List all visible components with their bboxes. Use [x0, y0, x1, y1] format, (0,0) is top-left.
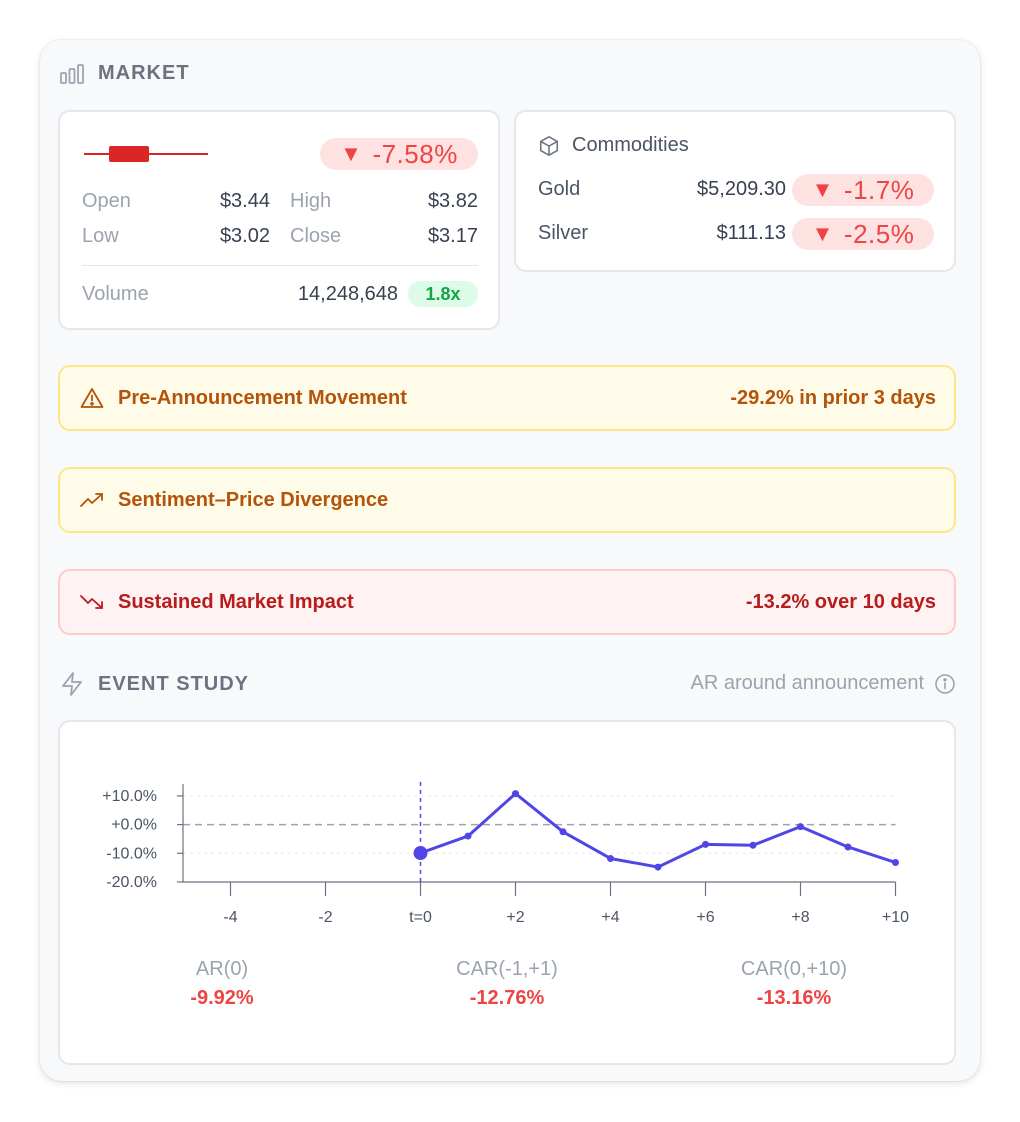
stat-value: -12.76% — [469, 987, 545, 1009]
ar-data-point — [512, 790, 519, 798]
ar-data-point — [559, 828, 567, 836]
commodities-header: Commodities — [538, 134, 689, 157]
x-tick-label: +6 — [696, 909, 714, 926]
low-value: $3.02 — [219, 225, 270, 247]
volume-ratio-badge: 1.8x — [408, 281, 478, 307]
silver-label: Silver — [538, 222, 589, 244]
gold-change-value: -1.7% — [843, 174, 915, 205]
gold-price: $5,209.30 — [697, 178, 786, 200]
event-study-title: EVENT STUDY — [98, 672, 250, 695]
down-triangle-icon: ▼ — [811, 221, 834, 246]
silver-change-value: -2.5% — [843, 218, 915, 249]
event-study-subtitle-group: AR around announcement — [691, 672, 957, 695]
ar-data-point — [892, 858, 899, 866]
open-value: $3.44 — [219, 190, 270, 212]
high-label: High — [290, 190, 332, 212]
silver-change-badge: ▼ -2.5% — [792, 218, 934, 250]
market-header: MARKET — [60, 62, 190, 85]
close-value: $3.17 — [427, 225, 478, 247]
event-study-chart: +10.0% +0.0% -10.0% -20.0% -4 -2 t=0 +2 +4 +6 +8 +1… — [102, 781, 909, 926]
ar-data-point — [702, 840, 709, 848]
down-triangle-icon: ▼ — [340, 141, 363, 166]
silver-price: $111.13 — [716, 222, 786, 244]
alert-title: Sentiment–Price Divergence — [118, 488, 389, 511]
cube-icon — [539, 135, 559, 156]
price-card: ▼ -7.58% Open $3.44 High $3.82 Low $3.02… — [58, 110, 500, 330]
stat-value: -13.16% — [756, 987, 832, 1009]
y-tick-label: -20.0% — [106, 874, 157, 891]
stat-car-1-1: CAR(-1,+1) -12.76% — [407, 958, 607, 1010]
stat-value: -9.92% — [190, 987, 254, 1009]
price-change-badge: ▼ -7.58% — [320, 138, 478, 170]
alert-divergence[interactable]: Sentiment–Price Divergence — [58, 467, 956, 533]
y-tick-label: +10.0% — [102, 788, 157, 805]
x-tick-label: +8 — [791, 909, 809, 926]
alert-title: Pre-Announcement Movement — [118, 386, 407, 409]
x-tick-label: -2 — [318, 909, 332, 926]
stat-car-0-10: CAR(0,+10) -13.16% — [694, 958, 894, 1010]
down-triangle-icon: ▼ — [811, 177, 834, 202]
volume-value: 14,248,648 — [297, 283, 398, 305]
y-tick-label: +0.0% — [111, 817, 157, 834]
x-tick-label: +4 — [601, 909, 619, 926]
ar-data-point — [413, 846, 428, 861]
low-label: Low — [82, 225, 119, 247]
trending-down-icon — [80, 595, 103, 609]
market-title: MARKET — [98, 62, 190, 84]
close-label: Close — [290, 225, 342, 247]
stat-label: CAR(0,+10) — [740, 958, 848, 980]
ar-data-point — [797, 823, 804, 831]
event-study-card: +10.0% +0.0% -10.0% -20.0% -4 -2 t=0 +2 +4 +6 +8 +1… — [58, 720, 956, 1065]
market-panel: MARKET ▼ -7.58% Open $3.44 High $3.82 Lo… — [40, 40, 980, 1081]
x-tick-label: -4 — [223, 909, 237, 926]
alert-pre-announcement[interactable]: Pre-Announcement Movement -29.2% in prio… — [58, 365, 956, 431]
ar-data-point — [749, 841, 757, 849]
x-tick-label: t=0 — [409, 909, 432, 926]
candlestick-icon — [84, 146, 208, 162]
price-change-value: -7.58% — [372, 138, 458, 169]
divider — [82, 265, 478, 266]
alert-detail: -13.2% over 10 days — [745, 590, 936, 613]
x-tick-label: +2 — [506, 909, 524, 926]
ar-data-point — [844, 843, 852, 851]
stat-label: CAR(-1,+1) — [456, 958, 558, 980]
gold-label: Gold — [538, 178, 581, 200]
event-study-subtitle: AR around announcement — [690, 672, 925, 694]
volume-label: Volume — [82, 283, 149, 305]
ar-data-point — [607, 854, 614, 862]
alert-detail: -29.2% in prior 3 days — [730, 386, 936, 409]
stat-ar0: AR(0) -9.92% — [122, 958, 322, 1010]
x-tick-label: +10 — [882, 909, 909, 926]
alert-sustained-impact[interactable]: Sustained Market Impact -13.2% over 10 d… — [58, 569, 956, 635]
bar-chart-icon — [60, 63, 84, 84]
high-value: $3.82 — [427, 190, 478, 212]
commodities-card: Commodities Gold $5,209.30 ▼ -1.7% Silve… — [514, 110, 956, 272]
y-tick-label: -10.0% — [106, 845, 157, 862]
lightning-icon — [62, 672, 82, 696]
commodities-title: Commodities — [572, 134, 689, 156]
ar-series-line — [419, 792, 897, 869]
info-icon[interactable] — [934, 673, 956, 695]
trending-up-icon — [80, 493, 103, 507]
ar-data-point — [654, 863, 662, 871]
gold-change-badge: ▼ -1.7% — [792, 174, 934, 206]
ar-data-point — [464, 832, 472, 840]
open-label: Open — [82, 190, 131, 212]
stat-label: AR(0) — [195, 958, 249, 980]
alert-title: Sustained Market Impact — [118, 590, 354, 613]
event-study-header: EVENT STUDY — [60, 672, 249, 696]
warning-icon — [80, 388, 104, 408]
